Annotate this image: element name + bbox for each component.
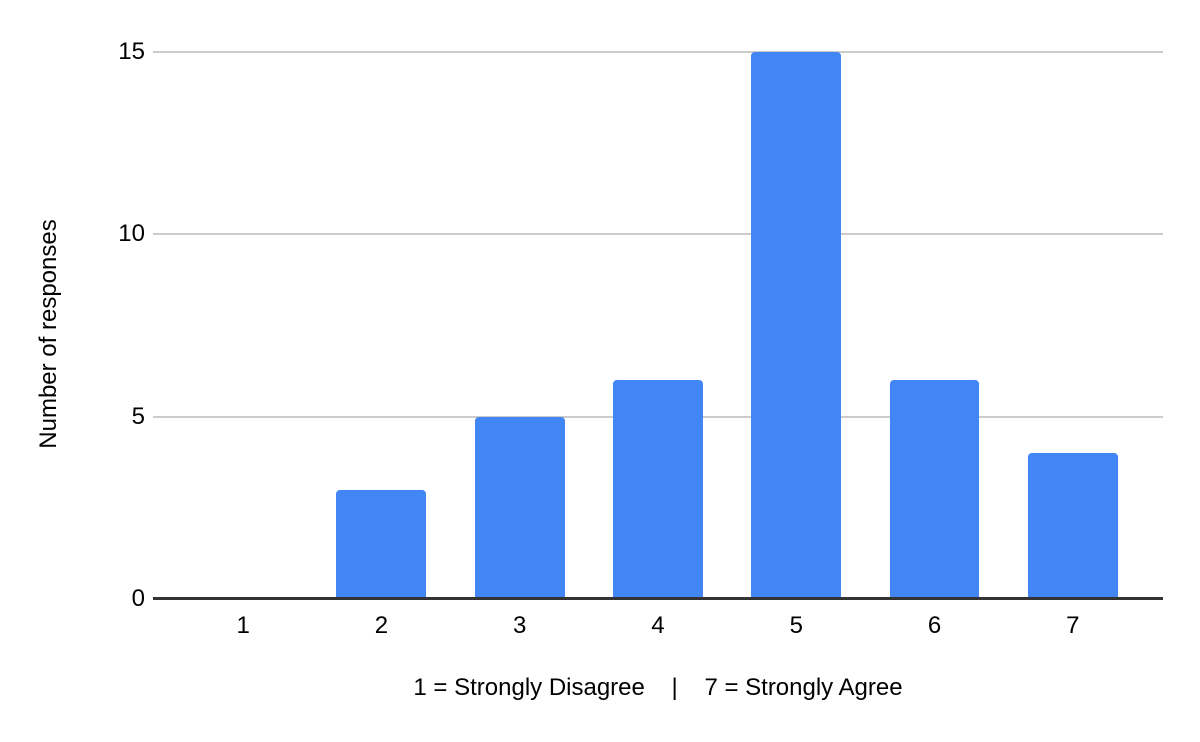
y-tick-label-0: 0 (131, 585, 145, 612)
y-tick-label-5: 5 (131, 402, 145, 430)
bar-slot-1 (174, 52, 312, 599)
x-tick-label-4: 4 (651, 612, 665, 639)
bar-category-6 (889, 380, 980, 599)
x-axis-title: 1 = Strongly Disagree | 7 = Strongly Agr… (413, 674, 903, 701)
bar-slot-6 (865, 52, 1003, 599)
x-axis-tick-labels: 1 2 3 4 5 6 7 (153, 612, 1163, 640)
bar-slot-5 (727, 52, 865, 599)
x-axis-line (153, 597, 1163, 600)
bar-category-3 (474, 416, 565, 599)
bars-container (153, 52, 1163, 599)
gridline-y-15 (153, 51, 1163, 53)
x-tick-label-7: 7 (1066, 612, 1080, 639)
bar-slot-2 (312, 52, 450, 599)
y-axis-tick-labels: 0 5 10 15 (0, 38, 145, 612)
x-tick-label-6: 6 (927, 612, 942, 639)
bar-category-4 (613, 380, 703, 599)
bar-slot-7 (1004, 52, 1142, 599)
bar-slot-4 (589, 52, 727, 599)
y-tick-label-10: 10 (118, 220, 145, 248)
y-tick-label-15: 15 (118, 38, 145, 65)
bar-category-2 (336, 489, 427, 599)
bar-slot-3 (451, 52, 589, 599)
x-tick-label-2: 2 (374, 612, 389, 639)
x-tick-label-3: 3 (513, 612, 527, 639)
bar-category-7 (1027, 453, 1118, 599)
x-tick-label-1: 1 (236, 612, 250, 639)
x-tick-label-5: 5 (789, 612, 803, 639)
gridline-y-10 (153, 233, 1163, 236)
bar-category-5 (751, 52, 842, 599)
plot-area (153, 51, 1163, 600)
